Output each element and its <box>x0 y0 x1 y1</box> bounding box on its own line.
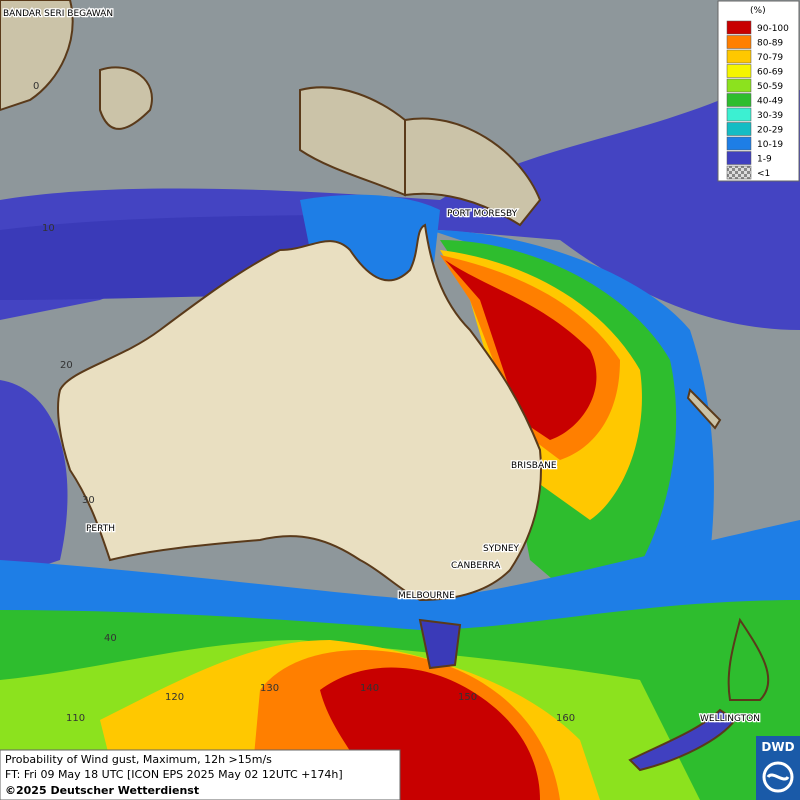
land-new-caledonia <box>686 388 722 430</box>
grid-label: 110 <box>66 713 85 724</box>
land-nz-south <box>628 708 737 772</box>
land-papua <box>299 86 406 197</box>
land-nz-north <box>727 617 770 701</box>
city-label: PORT MORESBY <box>447 209 518 219</box>
legend-label: 70-79 <box>757 53 783 63</box>
caption-line: Probability of Wind gust, Maximum, 12h >… <box>5 753 272 766</box>
city-label: BRISBANE <box>511 461 557 471</box>
legend-label: 40-49 <box>757 97 783 107</box>
caption-line: FT: Fri 09 May 18 UTC [ICON EPS 2025 May… <box>5 768 343 781</box>
grid-label: 40 <box>104 633 117 644</box>
city-label: CANBERRA <box>451 561 501 571</box>
city-label: MELBOURNE <box>398 591 455 601</box>
logo-icon <box>762 761 794 793</box>
city-label: WELLINGTON <box>700 714 760 724</box>
grid-label: 20 <box>60 360 73 371</box>
legend-swatch <box>726 93 752 107</box>
logo-text: DWD <box>761 740 794 754</box>
field <box>445 260 597 440</box>
legend-swatch <box>726 35 752 49</box>
land-borneo <box>0 0 74 112</box>
land-australia <box>57 223 542 602</box>
legend-swatch <box>726 165 752 180</box>
city-label: SYDNEY <box>483 544 520 554</box>
legend-label: 1-9 <box>757 155 772 165</box>
logo-box <box>756 736 800 800</box>
legend-label: 80-89 <box>757 39 783 49</box>
logo-icon <box>766 773 790 781</box>
legend-label: 20-29 <box>757 126 783 136</box>
legend-label: 30-39 <box>757 111 783 121</box>
legend-label: 60-69 <box>757 68 783 78</box>
legend-label: 50-59 <box>757 82 783 92</box>
grid-label: 10 <box>42 223 55 234</box>
field <box>0 380 68 580</box>
legend-swatch <box>726 136 752 151</box>
grid-label: 140 <box>360 683 379 694</box>
legend-swatch <box>726 151 752 165</box>
legend-swatch <box>726 122 752 136</box>
grid-label: 150 <box>458 692 477 703</box>
city-label: BANDAR SERI BEGAWAN <box>3 9 113 19</box>
legend-swatch <box>726 64 752 78</box>
land-sulawesi <box>99 66 153 130</box>
grid-label: 0 <box>33 81 39 92</box>
legend-label: 90-100 <box>757 24 789 34</box>
grid-label: 130 <box>260 683 279 694</box>
grid-label: 160 <box>556 713 575 724</box>
legend-swatch <box>726 20 752 35</box>
caption-line: ©2025 Deutscher Wetterdienst <box>5 784 199 797</box>
legend-label: 10-19 <box>757 140 783 150</box>
caption-box <box>0 749 401 800</box>
legend-swatch <box>726 78 752 93</box>
legend-label: <1 <box>757 169 770 179</box>
land-png <box>404 117 542 227</box>
legend-swatch <box>726 107 752 122</box>
grid-label: 30 <box>82 495 95 506</box>
legend-swatch <box>726 49 752 64</box>
city-label: PERTH <box>86 524 115 534</box>
grid-label: 120 <box>165 692 184 703</box>
land-tasmania <box>418 618 462 670</box>
legend-title: (%) <box>750 6 766 16</box>
legend: (%) 90-100 80-89 70-79 60-69 50-59 40-49 30-39… <box>717 0 800 182</box>
